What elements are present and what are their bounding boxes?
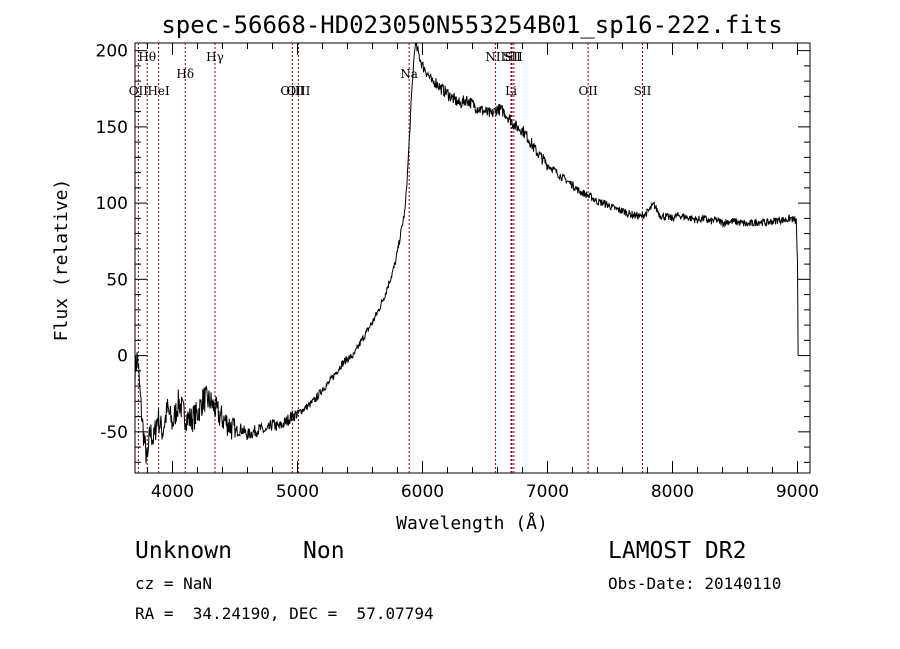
spectral-line-label: OIII [286, 84, 310, 98]
x-tick-label: 7000 [526, 482, 569, 502]
spectrum-series [134, 42, 799, 464]
plot-border [134, 42, 811, 474]
coordinates: RA = 34.24190, DEC = 57.07794 [135, 604, 434, 623]
x-axis-label: Wavelength (Å) [396, 512, 548, 534]
y-tick-label: 200 [96, 42, 128, 62]
spectral-line-label: SII [505, 50, 523, 64]
x-tick-label: 8000 [651, 482, 694, 502]
spectral-line-label: OII [129, 84, 149, 98]
x-tick-label: 4000 [151, 482, 194, 502]
x-tick-label: 6000 [401, 482, 444, 502]
spectral-line-label: NII [485, 50, 505, 64]
spectral-line-label: Li [505, 84, 517, 98]
x-tick-label: 9000 [776, 482, 819, 502]
spectral-line-label: HeI [147, 84, 170, 98]
spectral-line-label: SII [634, 84, 652, 98]
x-axis-ticks: 4000 5000 6000 7000 8000 9000 [147, 43, 819, 502]
spectrum-line [134, 42, 799, 464]
spectral-line-label: Hδ [176, 67, 194, 81]
spectrum-chart: spec-56668-HD023050N553254B01_sp16-222.f… [51, 11, 819, 534]
y-tick-label: 0 [117, 347, 128, 367]
y-tick-label: 150 [96, 118, 128, 138]
redshift-value: cz = NaN [135, 574, 213, 593]
x-tick-label: 5000 [276, 482, 319, 502]
spectral-line-label: Hγ [206, 50, 224, 64]
spectral-line-label: Na [400, 67, 418, 81]
object-class: Unknown [135, 538, 232, 564]
chart-title: spec-56668-HD023050N553254B01_sp16-222.f… [161, 11, 782, 39]
y-tick-label: -50 [100, 423, 128, 443]
observation-date: Obs-Date: 20140110 [608, 574, 782, 593]
y-tick-label: 100 [96, 194, 128, 214]
plot-frame [134, 42, 811, 474]
spectral-line-label: SII [503, 50, 521, 64]
spectral-line-label: OII [578, 84, 598, 98]
y-tick-label: 50 [106, 270, 128, 290]
object-subclass: Non [303, 538, 345, 564]
y-axis-label: Flux (relative) [51, 179, 72, 342]
y-axis-ticks: -50 0 50 100 150 200 [96, 42, 810, 463]
spectral-line-label: Hθ [138, 50, 156, 64]
survey-name: LAMOST DR2 [608, 538, 747, 564]
